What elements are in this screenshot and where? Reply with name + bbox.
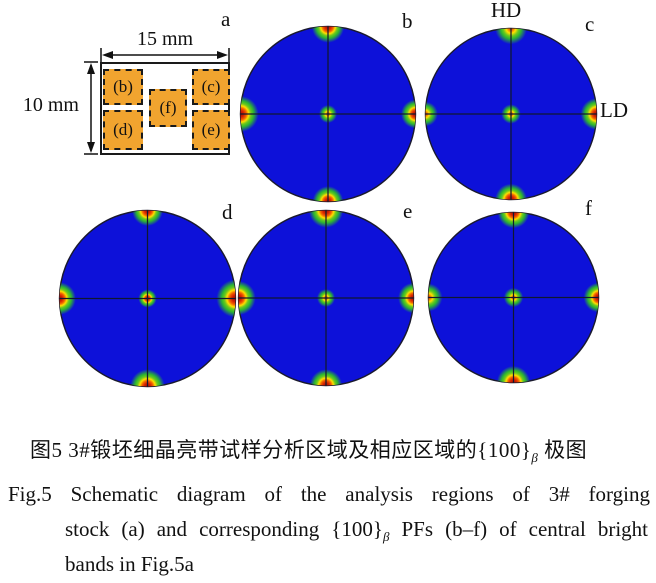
pole-figure-svg-d	[58, 209, 237, 388]
direction-label-ld: LD	[600, 98, 628, 122]
caption-english-line3: bands in Fig.5a	[65, 552, 194, 576]
pf-spot-bottom	[496, 365, 531, 383]
region-box-c: (c)	[192, 69, 230, 105]
panel-label-c: c	[585, 12, 595, 36]
region-box-f: (f)	[149, 89, 187, 127]
region-label-f: (f)	[159, 98, 177, 117]
caption-en2-suffix: PFs (b–f) of central bright	[389, 517, 649, 541]
direction-label-hd: HD	[490, 0, 522, 22]
pf-content	[238, 210, 414, 386]
pf-spot-right	[398, 282, 414, 314]
pf-content	[428, 212, 599, 383]
region-label-c: (c)	[201, 77, 221, 96]
pf-spot-bottom	[312, 186, 344, 202]
beta-subscript: β	[531, 450, 539, 466]
pf-spot-left	[240, 96, 259, 132]
pf-spot-right	[580, 98, 597, 130]
pole-figure-d	[57, 208, 238, 389]
pf-spot-left	[59, 282, 76, 315]
pf-spot-top	[497, 212, 530, 229]
pole-figure-svg-c	[424, 27, 598, 201]
panel-label-b: b	[402, 9, 413, 33]
caption-chinese: 图5 3#锻坯细晶亮带试样分析区域及相应区域的{100}β 极图	[30, 434, 587, 464]
width-dimension-arrow-icon	[100, 48, 230, 62]
caption-zh-suffix: 极图	[538, 438, 588, 462]
pole-figure-svg-f	[427, 211, 600, 384]
pole-figure-svg-e	[237, 209, 415, 387]
width-dimension-label: 15 mm	[136, 28, 194, 50]
pf-spot-bottom	[309, 369, 343, 386]
pf-spot-top	[308, 210, 344, 228]
pole-figure-b	[238, 24, 418, 204]
pf-content	[240, 26, 416, 202]
pf-spot-bottom	[495, 183, 527, 200]
pf-content	[425, 28, 597, 200]
pf-spot-top	[495, 28, 527, 45]
caption-zh-prefix: 图5 3#锻坯细晶亮带试样分析区域及相应区域的{100}	[30, 438, 532, 462]
height-dimension-arrow-icon	[84, 61, 98, 155]
caption-english-line1: Fig.5 Schematic diagram of the analysis …	[8, 482, 650, 506]
panel-label-f: f	[585, 196, 592, 220]
pf-spot-right	[216, 279, 236, 318]
region-label-d: (d)	[113, 120, 133, 139]
panel-label-a: a	[221, 7, 231, 31]
beta-subscript: β	[382, 529, 390, 545]
pole-figure-c	[423, 26, 599, 202]
region-box-e: (e)	[192, 110, 230, 150]
panel-label-d: d	[222, 200, 233, 224]
caption-en2-prefix: stock (a) and corresponding {100}	[65, 517, 383, 541]
region-label-b: (b)	[113, 77, 133, 96]
pole-figure-e	[236, 208, 416, 388]
pf-content	[59, 210, 236, 387]
caption-english-line2: stock (a) and corresponding {100}β PFs (…	[65, 517, 649, 545]
pf-spot-top	[132, 210, 163, 226]
pf-spot-right	[401, 99, 416, 129]
pf-spot-right	[583, 282, 599, 313]
pf-spot-left	[428, 283, 443, 312]
region-box-d: (d)	[103, 110, 143, 150]
pf-spot-top	[311, 26, 345, 43]
pf-spot-bottom	[130, 369, 165, 387]
panel-label-e: e	[403, 199, 413, 223]
pole-figure-f	[426, 210, 601, 385]
region-box-b: (b)	[103, 69, 143, 105]
pole-figure-svg-b	[239, 25, 417, 203]
pf-spot-left	[425, 101, 438, 127]
height-dimension-label: 10 mm	[22, 94, 79, 116]
region-label-e: (e)	[201, 120, 221, 139]
pf-spot-left	[238, 280, 256, 316]
